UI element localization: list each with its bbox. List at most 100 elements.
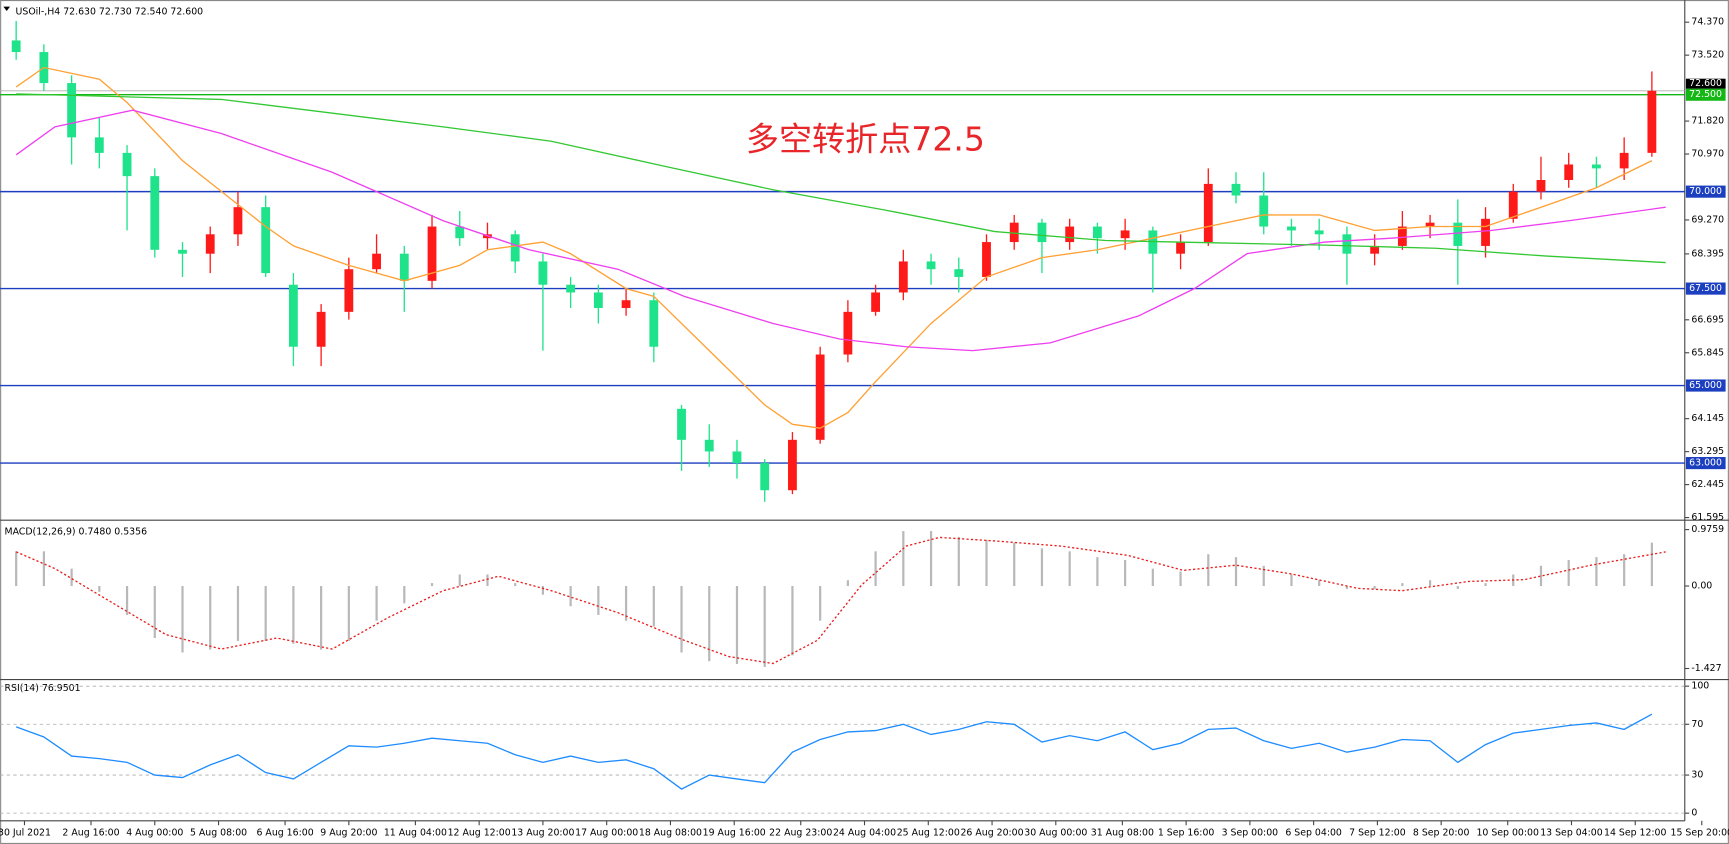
histogram-bar [569, 586, 572, 607]
histogram-bar [1484, 583, 1487, 587]
candle-body [122, 152, 132, 177]
histogram-bar [153, 586, 156, 639]
x-tick-label: 6 Aug 16:00 [257, 827, 314, 838]
y-tick-label: 70 [1691, 719, 1703, 730]
candle-body [1231, 183, 1241, 196]
x-tick-label: 30 Aug 00:00 [1024, 827, 1087, 838]
candle-body [621, 300, 631, 308]
candle-body [566, 284, 576, 293]
line-series [15, 66, 1653, 429]
x-tick-label: 22 Aug 23:00 [769, 827, 832, 838]
level-label: 63.000 [1689, 458, 1722, 469]
x-tick-label: 14 Sep 12:00 [1604, 827, 1667, 838]
histogram-bar [1096, 557, 1099, 587]
candle-body [1037, 222, 1047, 243]
candle-body [954, 269, 964, 277]
candle-body [344, 269, 354, 312]
candle-body [233, 207, 243, 235]
candle-body [427, 226, 437, 281]
candle-body [1342, 234, 1352, 254]
x-tick-label: 7 Sep 12:00 [1349, 827, 1406, 838]
panel-title: RSI(14) 76.9501 [5, 683, 81, 694]
histogram-bar [1262, 565, 1265, 587]
histogram-bar [680, 586, 683, 653]
x-tick-label: 3 Sep 00:00 [1222, 827, 1279, 838]
x-tick-label: 30 Jul 2021 [0, 827, 51, 838]
candle-body [1481, 218, 1490, 246]
histogram-bar [42, 551, 45, 587]
candle-body [1259, 195, 1269, 227]
candle-body [843, 311, 853, 355]
histogram-bar [957, 536, 960, 587]
x-tick-label: 10 Sep 00:00 [1476, 827, 1539, 838]
candle-body [1009, 222, 1019, 243]
histogram-bar [1234, 557, 1238, 587]
histogram-bar [1373, 586, 1376, 589]
histogram-bar [1013, 542, 1016, 587]
candle-body [871, 292, 881, 312]
histogram-bar [292, 586, 295, 644]
x-tick-label: 4 Aug 00:00 [126, 827, 183, 838]
histogram-bar [735, 586, 739, 665]
histogram-bar [15, 551, 18, 587]
line-series [15, 713, 1653, 790]
x-tick-label: 15 Sep 20:00 [1671, 827, 1729, 838]
x-tick-label: 17 Aug 00:00 [575, 827, 638, 838]
candle-body [926, 261, 936, 270]
candle-body [1564, 164, 1574, 181]
x-tick-label: 25 Aug 12:00 [897, 827, 960, 838]
candle-body [1314, 230, 1324, 235]
candle-body [1397, 226, 1407, 246]
histogram-bar [347, 586, 350, 641]
histogram-bar [874, 551, 877, 587]
y-tick-label: 0 [1691, 808, 1697, 819]
y-tick-label: 0.00 [1691, 581, 1712, 592]
histogram-bar [597, 586, 600, 615]
histogram-bar [514, 583, 517, 587]
histogram-bar [1567, 560, 1570, 587]
x-tick-label: 24 Aug 04:00 [833, 827, 896, 838]
histogram-bar [1207, 554, 1210, 587]
histogram-bar [1539, 565, 1543, 587]
histogram-bar [403, 586, 406, 604]
x-tick-label: 13 Sep 04:00 [1540, 827, 1603, 838]
histogram-bar [708, 586, 711, 662]
histogram-bar [1124, 560, 1127, 587]
last-price-box [1685, 78, 1726, 89]
y-tick-label: 66.695 [1691, 314, 1724, 325]
x-tick-label: 12 Aug 12:00 [448, 827, 511, 838]
y-tick-label: 69.270 [1691, 214, 1724, 225]
x-tick-label: 5 Aug 08:00 [190, 827, 247, 838]
y-tick-label: 30 [1691, 770, 1703, 781]
y-tick-label: 71.820 [1691, 116, 1724, 127]
candle-body [455, 226, 465, 239]
candle-body [1092, 226, 1102, 239]
candle-body [316, 311, 326, 347]
histogram-bar [458, 574, 461, 587]
histogram-bar [320, 586, 323, 650]
candle-body [94, 137, 104, 153]
candle-body [677, 408, 686, 440]
histogram-bar [1068, 551, 1071, 587]
histogram-bar [541, 586, 545, 595]
candle-body [261, 207, 271, 274]
histogram-bar [1040, 548, 1044, 587]
candle-body [11, 40, 21, 53]
y-tick-label: 61.595 [1691, 512, 1724, 523]
candle-body [1203, 183, 1213, 243]
candle-body [1287, 226, 1296, 231]
level-label-box [1685, 88, 1726, 101]
y-tick-label: 100 [1691, 681, 1709, 692]
y-tick-label: 68.395 [1691, 248, 1724, 259]
x-tick-label: 8 Sep 20:00 [1413, 827, 1470, 838]
histogram-bar [652, 586, 655, 627]
histogram-bar [929, 531, 933, 587]
x-tick-label: 2 Aug 16:00 [62, 827, 119, 838]
level-label: 67.500 [1689, 283, 1722, 294]
y-tick-label: 73.520 [1691, 50, 1724, 61]
level-label-box [1685, 379, 1726, 392]
histogram-bar [1456, 586, 1459, 589]
histogram-bar [1318, 580, 1321, 587]
